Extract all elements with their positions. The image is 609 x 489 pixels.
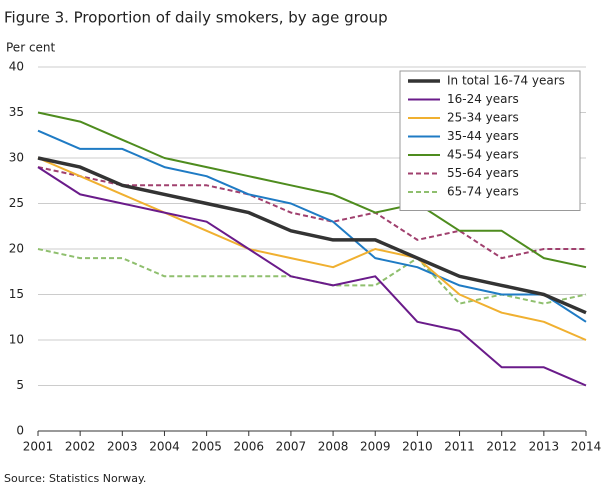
legend-label: 35-44 years bbox=[447, 129, 519, 143]
x-tick-label: 2002 bbox=[65, 440, 96, 454]
series-line bbox=[37, 166, 587, 387]
y-tick-label: 15 bbox=[9, 287, 24, 301]
x-tick-label: 2010 bbox=[402, 440, 433, 454]
y-axis-label: Per cent bbox=[6, 41, 56, 55]
x-tick-label: 2012 bbox=[486, 440, 517, 454]
source: Source: Statistics Norway. bbox=[4, 472, 146, 485]
y-tick-label: 20 bbox=[9, 242, 24, 256]
x-tick-label: 2011 bbox=[444, 440, 475, 454]
legend-label: 45-54 years bbox=[447, 148, 519, 162]
x-tick-label: 2013 bbox=[529, 440, 560, 454]
x-tick-label: 2005 bbox=[191, 440, 222, 454]
y-tick-label: 25 bbox=[9, 196, 24, 210]
series-line bbox=[37, 129, 587, 323]
y-tick-label: 0 bbox=[16, 424, 24, 438]
y-tick-label: 40 bbox=[9, 60, 24, 74]
series-line bbox=[37, 248, 587, 305]
legend-label: 65-74 years bbox=[447, 185, 519, 199]
series-line bbox=[37, 111, 587, 269]
chart-title: Figure 3. Proportion of daily smokers, b… bbox=[4, 9, 388, 27]
y-tick-label: 10 bbox=[9, 333, 24, 347]
series-line bbox=[37, 157, 587, 341]
series-line bbox=[37, 166, 586, 260]
legend-label: 16-24 years bbox=[447, 92, 519, 106]
legend-label: 25-34 years bbox=[447, 111, 519, 125]
x-tick-label: 2003 bbox=[107, 440, 138, 454]
legend-label: 55-64 years bbox=[447, 166, 519, 180]
x-tick-label: 2004 bbox=[149, 440, 180, 454]
x-tick-label: 2007 bbox=[276, 440, 307, 454]
y-tick-label: 35 bbox=[9, 105, 24, 119]
y-tick-label: 30 bbox=[9, 151, 24, 165]
legend-box bbox=[399, 70, 581, 211]
legend-label: In total 16-74 years bbox=[447, 74, 565, 88]
series-line bbox=[37, 156, 587, 315]
x-tick-label: 2009 bbox=[360, 440, 391, 454]
x-tick-label: 2001 bbox=[23, 440, 54, 454]
x-tick-label: 2008 bbox=[318, 440, 349, 454]
x-tick-label: 2014 bbox=[571, 440, 602, 454]
x-tick-label: 2006 bbox=[233, 440, 264, 454]
y-tick-label: 5 bbox=[16, 378, 24, 392]
